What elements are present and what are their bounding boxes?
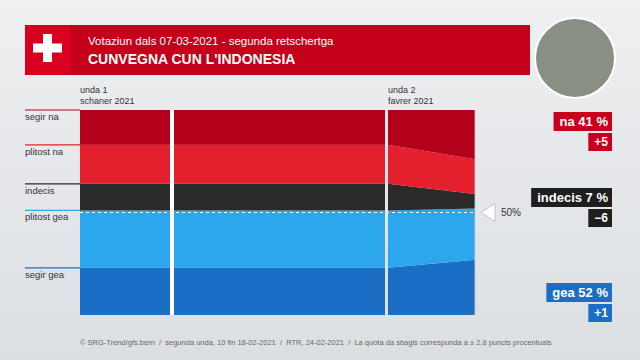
tick-mark [481,204,495,222]
photo [535,18,615,98]
area-segment [80,110,385,145]
area-segment [80,210,385,267]
annotation: indecis 7 % −6 [531,188,612,227]
area-transition [388,260,475,315]
change-label: +1 [594,306,608,320]
annotation-box [546,283,612,302]
change-label: +5 [594,135,608,149]
header-band [25,25,530,75]
annotation: na 41 % +5 [554,112,612,151]
legend-label: segir na [25,111,60,122]
area-segment [80,184,385,211]
subtitle: Votaziun dals 07-03-2021 - segunda retsc… [88,35,334,47]
flag-cross [33,44,62,53]
source: © SRG-Trend/gfs.bern / segunda unda, 10 … [80,338,552,347]
y-axis-line [475,110,476,315]
annotation-label: na 41 % [560,114,609,129]
chart: Votaziun dals 07-03-2021 - segunda retsc… [0,0,640,360]
annotation: gea 52 % +1 [546,283,612,322]
change-box [588,304,612,322]
area-transition [388,110,475,159]
flag [25,25,70,75]
annotation-label: gea 52 % [552,285,608,300]
plot-area [80,110,475,315]
category-label: unda 1schaner 2021 [80,85,135,106]
background [0,0,640,360]
category-label: unda 2favrer 2021 [388,85,434,106]
change-box [588,133,612,151]
annotation-label: indecis 7 % [537,190,608,205]
area-segment [80,268,385,315]
annotation-box [531,188,612,207]
tick-label: 50% [501,207,521,218]
legend-label: plitost na [25,146,64,157]
legend-label: segir gea [25,269,65,280]
title: CUNVEGNA CUN L'INDONESIA [88,51,295,67]
legend-label: plitost gea [25,211,69,222]
change-box [588,209,612,227]
annotation-box [554,112,612,131]
legend-label: indecis [25,185,55,196]
area-transition [388,208,475,267]
grid-line [80,212,475,213]
area-segment [80,145,385,184]
change-label: −6 [594,211,608,225]
